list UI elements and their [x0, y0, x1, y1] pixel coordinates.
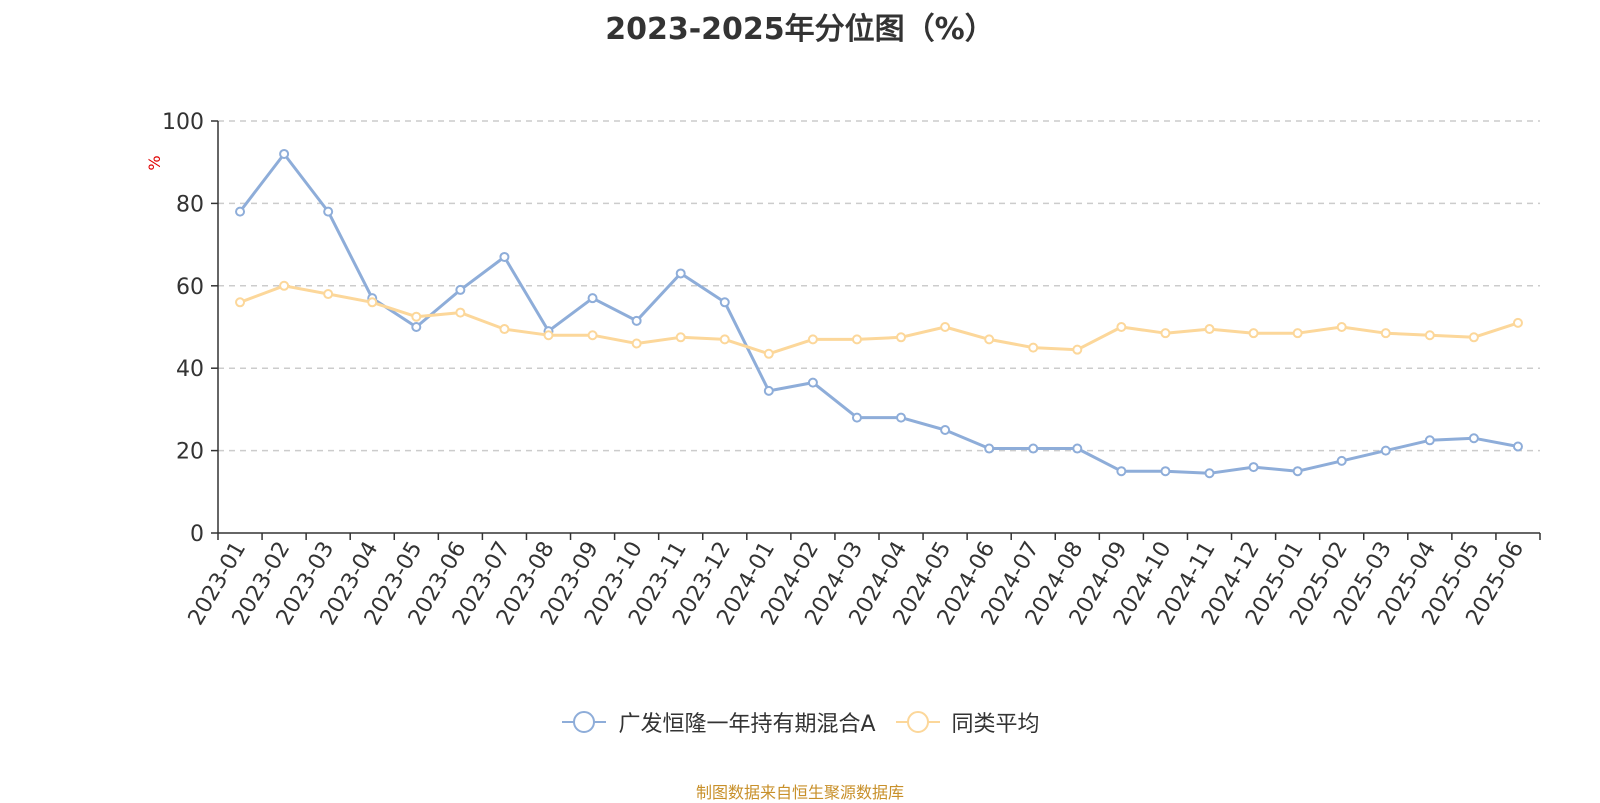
- chart-title: 2023-2025年分位图（%）: [605, 12, 995, 47]
- series-1-point[interactable]: [455, 307, 466, 318]
- series-0-point[interactable]: [719, 297, 730, 308]
- series-1-point[interactable]: [1204, 324, 1215, 335]
- series-0-point[interactable]: [763, 385, 774, 396]
- series-1-point[interactable]: [543, 330, 554, 341]
- series-0-point[interactable]: [587, 293, 598, 304]
- series-1-point[interactable]: [631, 338, 642, 349]
- series-0-point[interactable]: [896, 412, 907, 423]
- series-1-point[interactable]: [1424, 330, 1435, 341]
- series-0-point[interactable]: [323, 206, 334, 217]
- grid-lines: [218, 120, 1540, 452]
- series-line-0: [238, 152, 1519, 475]
- legend-label-fund: 广发恒隆一年持有期混合A: [618, 712, 876, 737]
- series-0-point[interactable]: [631, 315, 642, 326]
- legend-marker-fund: [562, 711, 607, 733]
- series-0-point[interactable]: [411, 322, 422, 332]
- series-0-point[interactable]: [1028, 443, 1039, 454]
- series-0-point[interactable]: [1380, 445, 1391, 456]
- y-tick-labels: 0 20 40 60 80 100: [162, 110, 204, 547]
- series-0-point[interactable]: [984, 443, 995, 454]
- y-tick-label: 0: [190, 522, 204, 547]
- series-1-point[interactable]: [1468, 332, 1479, 343]
- y-axis-unit-label: %: [145, 155, 164, 170]
- legend-item-peer-average[interactable]: 同类平均: [894, 706, 1040, 738]
- legend: 广发恒隆一年持有期混合A 同类平均: [0, 706, 1600, 738]
- series-1-point[interactable]: [1380, 328, 1391, 339]
- series-1-point[interactable]: [1336, 322, 1347, 332]
- data-source-note: 制图数据来自恒生聚源数据库: [695, 783, 904, 802]
- series-1-point[interactable]: [896, 332, 907, 343]
- series-0-point[interactable]: [1160, 466, 1171, 477]
- series-1-point[interactable]: [984, 334, 995, 345]
- series-0-point[interactable]: [851, 412, 862, 423]
- series-1-point[interactable]: [587, 330, 598, 341]
- series-lines: [235, 148, 1523, 479]
- legend-item-fund[interactable]: 广发恒隆一年持有期混合A: [560, 706, 876, 738]
- series-1-point[interactable]: [1072, 344, 1083, 355]
- series-1-point[interactable]: [367, 297, 378, 308]
- series-1-point[interactable]: [675, 332, 686, 343]
- series-0-point[interactable]: [1336, 455, 1347, 466]
- series-0-point[interactable]: [1424, 435, 1435, 446]
- series-1-point[interactable]: [1292, 328, 1303, 339]
- series-0-point[interactable]: [1116, 466, 1127, 477]
- series-0-point[interactable]: [1292, 466, 1303, 477]
- series-0-point[interactable]: [1204, 468, 1215, 479]
- series-0-point[interactable]: [455, 284, 466, 295]
- series-1-point[interactable]: [235, 297, 246, 308]
- line-chart: 0 20 40 60 80 100 2023-012023-022023-032023-0…: [145, 110, 1541, 630]
- series-0-point[interactable]: [499, 251, 510, 262]
- series-1-point[interactable]: [411, 311, 422, 322]
- series-1-point[interactable]: [1512, 317, 1523, 328]
- series-1-point[interactable]: [763, 348, 774, 359]
- legend-marker-peer-average: [895, 711, 940, 733]
- series-1-point[interactable]: [940, 322, 951, 332]
- series-0-point[interactable]: [1468, 433, 1479, 444]
- y-tick-label: 80: [176, 192, 204, 217]
- series-0-point[interactable]: [1512, 441, 1523, 452]
- series-0-point[interactable]: [675, 268, 686, 279]
- legend-label-peer-average: 同类平均: [951, 712, 1040, 737]
- series-line-1: [239, 284, 1519, 356]
- y-tick-label: 40: [176, 357, 204, 382]
- axes: [211, 120, 1541, 540]
- series-1-point[interactable]: [279, 280, 290, 291]
- series-1-point[interactable]: [807, 334, 818, 345]
- y-tick-label: 100: [162, 110, 204, 135]
- series-0-point[interactable]: [940, 425, 951, 435]
- series-1-point[interactable]: [1248, 328, 1259, 339]
- series-1-point[interactable]: [851, 334, 862, 345]
- series-1-point[interactable]: [1160, 328, 1171, 339]
- series-0-point[interactable]: [279, 148, 290, 159]
- series-1-point[interactable]: [1116, 322, 1127, 332]
- series-1-point[interactable]: [1028, 342, 1039, 353]
- series-0-point[interactable]: [235, 206, 246, 217]
- series-1-point[interactable]: [323, 289, 334, 300]
- y-tick-label: 60: [176, 275, 204, 300]
- series-0-point[interactable]: [1072, 443, 1083, 454]
- series-0-point[interactable]: [807, 377, 818, 388]
- series-1-point[interactable]: [499, 324, 510, 335]
- y-tick-label: 20: [176, 440, 204, 465]
- x-tick-labels: 2023-012023-022023-032023-042023-052023-…: [184, 538, 1530, 630]
- series-0-point[interactable]: [1248, 462, 1259, 473]
- series-1-point[interactable]: [719, 334, 730, 345]
